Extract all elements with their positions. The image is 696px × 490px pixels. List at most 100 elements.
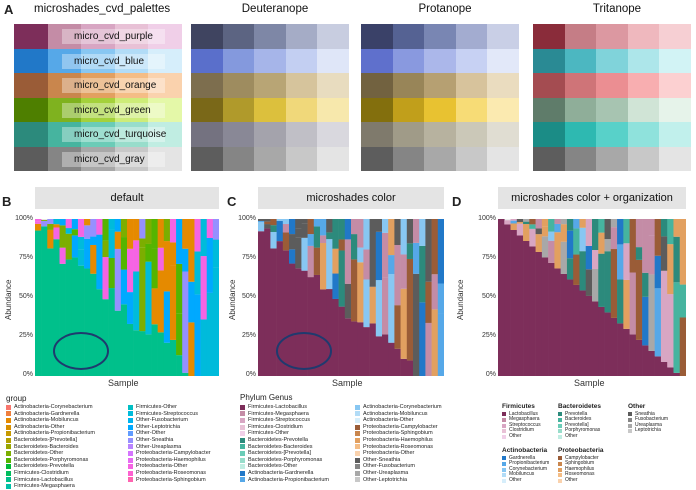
legend-swatch bbox=[558, 429, 562, 434]
palette-label: micro_cvd_purple bbox=[62, 29, 165, 44]
panel-d-title: microshades color + organization bbox=[498, 187, 686, 209]
legend-group-title: Proteobacteria bbox=[558, 447, 604, 454]
legend-label: Proteobacteria-Roseomonas bbox=[363, 443, 434, 450]
legend-label: Firmicutes-Streptococcus bbox=[136, 410, 199, 417]
legend-item: Bacteroidetes-Bacteroides bbox=[240, 444, 329, 451]
bar-segment bbox=[660, 270, 668, 362]
bar-segment bbox=[102, 240, 109, 258]
bar-segment bbox=[585, 219, 593, 246]
bar-segment bbox=[77, 249, 85, 266]
bar-segment bbox=[529, 219, 536, 225]
legend-item: Propionibacterium bbox=[502, 461, 549, 467]
bar-segment bbox=[96, 226, 103, 235]
bar-segment bbox=[419, 245, 426, 303]
simulation-swatch bbox=[659, 48, 691, 73]
legend-item: Bacteroidetes-[Prevotella] bbox=[240, 450, 329, 457]
bar-segment bbox=[289, 263, 296, 376]
bar-segment bbox=[394, 219, 401, 246]
simulation-swatch bbox=[254, 97, 286, 122]
simulation-swatch bbox=[285, 146, 318, 171]
bar-segment bbox=[660, 236, 668, 271]
legend-swatch bbox=[240, 437, 245, 443]
simulation-row bbox=[533, 122, 691, 147]
bar-segment bbox=[108, 229, 116, 258]
bar-segment bbox=[667, 219, 674, 245]
bar-segment bbox=[654, 255, 662, 289]
bar-segment bbox=[289, 234, 296, 250]
bar-segment bbox=[157, 247, 165, 271]
legend-label: Proteobacteria-Haemophilus bbox=[136, 456, 206, 463]
simulation-swatch bbox=[659, 122, 691, 147]
bar-segment bbox=[102, 219, 109, 241]
legend-item: Actinobacteria-Mobiluncus bbox=[355, 411, 442, 418]
palette-swatch bbox=[81, 24, 115, 49]
simulation-swatch bbox=[424, 146, 456, 171]
bar-segment bbox=[648, 274, 655, 351]
bar-segment bbox=[560, 219, 568, 225]
bar-segment bbox=[77, 236, 85, 250]
legend-swatch bbox=[355, 450, 360, 456]
stacked-bars bbox=[258, 219, 445, 376]
bar-segment bbox=[369, 219, 377, 236]
legend-item: Bacteroidetes-Prevotella bbox=[6, 463, 95, 470]
bar-segment bbox=[541, 226, 549, 237]
legend-item: Bacteroidetes-Porphyromonas bbox=[6, 457, 95, 464]
legend-group: Other Sneathia Fusobacterium Ureaplasma Lept… bbox=[628, 403, 668, 434]
bar-segment bbox=[369, 235, 377, 287]
bar-segment bbox=[206, 237, 214, 293]
bar-segment bbox=[182, 271, 189, 373]
legend-item: Other-Fusobacterium bbox=[355, 463, 442, 470]
bar-segment bbox=[338, 306, 346, 376]
legend-swatch bbox=[6, 417, 11, 423]
bar-segment bbox=[108, 288, 116, 376]
legend-swatch bbox=[355, 417, 360, 423]
bar-segment bbox=[529, 224, 536, 229]
legend-label: Firmicutes-Lactobacillus bbox=[14, 476, 73, 483]
legend-item: Sneathia bbox=[628, 411, 668, 418]
legend-label: Other bbox=[565, 432, 578, 439]
legend-label: Other-Fusobacterium bbox=[136, 417, 188, 424]
bar-segment bbox=[320, 243, 327, 290]
palette-swatch bbox=[114, 73, 149, 98]
bar-segment bbox=[648, 350, 655, 376]
palette-swatch bbox=[81, 48, 115, 73]
legend-item: Proteobacteria-Roseomonas bbox=[355, 444, 442, 451]
legend-swatch bbox=[558, 456, 562, 461]
bar-segment bbox=[554, 219, 561, 224]
bar-segment bbox=[363, 219, 370, 250]
legend-label: Proteobacteria-Campylobacter bbox=[363, 423, 438, 430]
legend-swatch bbox=[128, 411, 133, 417]
bar-segment bbox=[535, 228, 543, 235]
bar-segment bbox=[673, 372, 681, 376]
legend-swatch bbox=[502, 429, 506, 434]
legend-swatch bbox=[502, 473, 506, 478]
bar-segment bbox=[194, 219, 201, 252]
panel-b-legend-col2: Firmicutes-Other Firmicutes-Streptococcus… bbox=[128, 404, 211, 483]
panel-a-letter: A bbox=[4, 2, 14, 17]
bar-segment bbox=[498, 219, 505, 376]
simulation-swatch bbox=[627, 48, 660, 73]
palette-swatch bbox=[148, 97, 182, 122]
palette-swatch bbox=[148, 73, 182, 98]
bar-segment bbox=[516, 219, 524, 222]
legend-label: Actinobacteria-Gardnerella bbox=[248, 469, 314, 476]
legend-item: Proteobacteria-Sphingobium bbox=[355, 430, 442, 437]
legend-swatch bbox=[240, 417, 245, 423]
legend-label: Other-Ureaplasma bbox=[136, 443, 182, 450]
simulation-swatch bbox=[222, 97, 255, 122]
palette-swatch bbox=[47, 24, 82, 49]
bar-segment bbox=[529, 246, 536, 376]
simulation-swatch bbox=[455, 122, 488, 147]
legend-swatch bbox=[240, 477, 245, 483]
bar-segment bbox=[59, 263, 66, 376]
simulation-swatch bbox=[392, 48, 425, 73]
bar-segment bbox=[560, 224, 568, 242]
legend-item: Actinobacteria-Corynebacterium bbox=[355, 404, 442, 411]
palette-swatch bbox=[14, 48, 48, 73]
bar-segment bbox=[114, 231, 122, 249]
legend-swatch bbox=[6, 431, 11, 437]
legend-item: Other-Leptotrichia bbox=[355, 477, 442, 484]
simulation-swatch bbox=[487, 122, 519, 147]
bar-segment bbox=[431, 309, 439, 376]
bar-segment bbox=[357, 262, 364, 323]
